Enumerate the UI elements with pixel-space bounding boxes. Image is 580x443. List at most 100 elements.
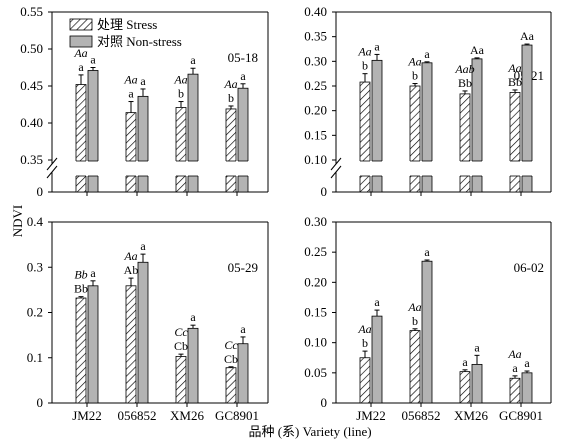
- bar-nonstress: [237, 87, 249, 193]
- group-significance-label: Aa: [507, 347, 521, 361]
- bar-stress: [509, 377, 521, 404]
- significance-label: a: [90, 266, 96, 280]
- significance-label: Aa: [520, 29, 535, 43]
- bar-nonstress: [237, 343, 249, 404]
- x-tick-label: 056852: [118, 408, 157, 423]
- axis-break-mark: [330, 165, 342, 179]
- x-tick-label: XM26: [454, 408, 488, 423]
- significance-label: a: [512, 361, 518, 375]
- y-tick-label: 0.3: [27, 259, 43, 274]
- significance-label: b: [412, 314, 418, 328]
- x-tick-label: XM26: [170, 408, 204, 423]
- bar-nonstress: [371, 315, 383, 404]
- y-tick-label: 0.1: [27, 350, 43, 365]
- y-tick-label: 0.15: [304, 127, 327, 142]
- y-tick-label: 0.40: [304, 4, 327, 19]
- axis-break-mark: [330, 157, 342, 171]
- significance-label: Ab: [124, 263, 139, 277]
- y-tick-label: 0.15: [304, 305, 327, 320]
- significance-label: Bb: [458, 76, 472, 90]
- bar-break-gap: [359, 161, 371, 176]
- bar-break-gap: [237, 161, 249, 176]
- y-tick-label: 0.10: [304, 335, 327, 350]
- y-tick-label: 0.20: [304, 274, 327, 289]
- significance-label: Cb: [174, 339, 188, 353]
- bar-break-gap: [371, 161, 383, 176]
- bar-stress: [75, 297, 87, 404]
- y-tick-label: 0: [37, 395, 44, 410]
- y-tick-label: 0.35: [304, 29, 327, 44]
- bar-break-gap: [125, 161, 137, 176]
- group-significance-label: Aa: [507, 61, 521, 75]
- bar-stress: [359, 357, 371, 404]
- significance-label: a: [140, 239, 146, 253]
- bar-break-gap: [187, 161, 199, 176]
- significance-label: b: [178, 87, 184, 101]
- bar-nonstress: [471, 363, 483, 404]
- significance-label: a: [190, 310, 196, 324]
- significance-label: b: [412, 69, 418, 83]
- x-axis-title: 品种 (系) Variety (line): [248, 424, 371, 439]
- bar-break-gap: [137, 161, 149, 176]
- legend-swatch-stress: [69, 18, 93, 31]
- y-tick-label: 0.30: [304, 214, 327, 229]
- group-significance-label: Aa: [173, 73, 187, 87]
- bar-stress: [509, 92, 521, 193]
- significance-label: b: [362, 59, 368, 73]
- significance-label: Aa: [470, 43, 485, 57]
- bar-nonstress: [87, 285, 99, 404]
- significance-label: a: [240, 69, 246, 83]
- group-significance-label: Aa: [223, 77, 237, 91]
- bar-stress: [125, 285, 137, 404]
- bar-stress: [125, 112, 137, 193]
- axis-break-mark: [46, 157, 58, 171]
- bar-nonstress: [187, 327, 199, 404]
- y-tick-label-zero: 0: [37, 184, 44, 199]
- group-significance-label: Cc: [174, 325, 188, 339]
- bar-stress: [459, 371, 471, 404]
- y-tick-label: 0.2: [27, 305, 43, 320]
- bar-break-gap: [471, 161, 483, 176]
- y-tick-label: 0.30: [304, 53, 327, 68]
- y-tick-label: 0.45: [20, 78, 43, 93]
- bar-break-gap: [521, 161, 533, 176]
- group-significance-label: Aa: [357, 45, 371, 59]
- y-tick-label: 0.25: [304, 78, 327, 93]
- significance-label: Bb: [74, 282, 88, 296]
- group-significance-label: Aab: [454, 62, 474, 76]
- significance-label: a: [524, 356, 530, 370]
- legend-label-stress: 处理 Stress: [97, 17, 157, 32]
- significance-label: a: [190, 53, 196, 67]
- y-tick-label: 0.4: [27, 214, 44, 229]
- x-tick-label: GC8901: [215, 408, 259, 423]
- bar-stress: [459, 93, 471, 193]
- significance-label: Bb: [508, 75, 522, 89]
- x-tick-label: GC8901: [499, 408, 543, 423]
- group-significance-label: Aa: [407, 300, 421, 314]
- bar-break-gap: [75, 161, 87, 176]
- group-significance-label: Aa: [123, 249, 137, 263]
- y-tick-label: 0.05: [304, 365, 327, 380]
- bar-nonstress: [521, 372, 533, 404]
- x-tick-label: JM22: [72, 408, 102, 423]
- panel-date: 05-18: [228, 50, 258, 65]
- y-tick-label: 0.55: [20, 4, 43, 19]
- bar-stress: [175, 355, 187, 404]
- legend-swatch-nonstress: [69, 35, 93, 48]
- significance-label: a: [374, 295, 380, 309]
- significance-label: a: [462, 355, 468, 369]
- significance-label: a: [128, 87, 134, 101]
- bar-break-gap: [459, 161, 471, 176]
- legend: 处理 Stress 对照 Non-stress: [69, 17, 182, 49]
- axis-break-mark: [46, 165, 58, 179]
- y-tick-label: 0.35: [20, 152, 43, 167]
- bar-break-gap: [509, 161, 521, 176]
- group-significance-label: Bb: [74, 268, 87, 282]
- y-tick-label: 0.25: [304, 244, 327, 259]
- significance-label: a: [90, 53, 96, 67]
- group-significance-label: Aa: [357, 322, 371, 336]
- significance-label: a: [374, 39, 380, 53]
- y-tick-label-zero: 0: [321, 184, 328, 199]
- bar-break-gap: [175, 161, 187, 176]
